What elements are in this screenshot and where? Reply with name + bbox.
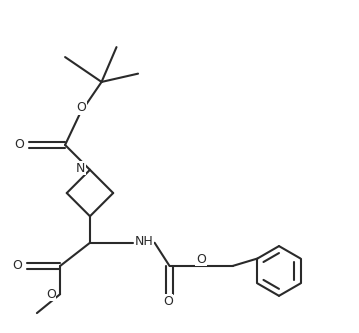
Text: NH: NH [134,235,153,248]
Text: O: O [196,253,206,266]
Text: O: O [163,295,173,308]
Text: O: O [13,259,23,272]
Text: O: O [14,139,24,152]
Text: N: N [76,162,85,174]
Text: O: O [77,101,87,114]
Text: O: O [46,288,56,301]
